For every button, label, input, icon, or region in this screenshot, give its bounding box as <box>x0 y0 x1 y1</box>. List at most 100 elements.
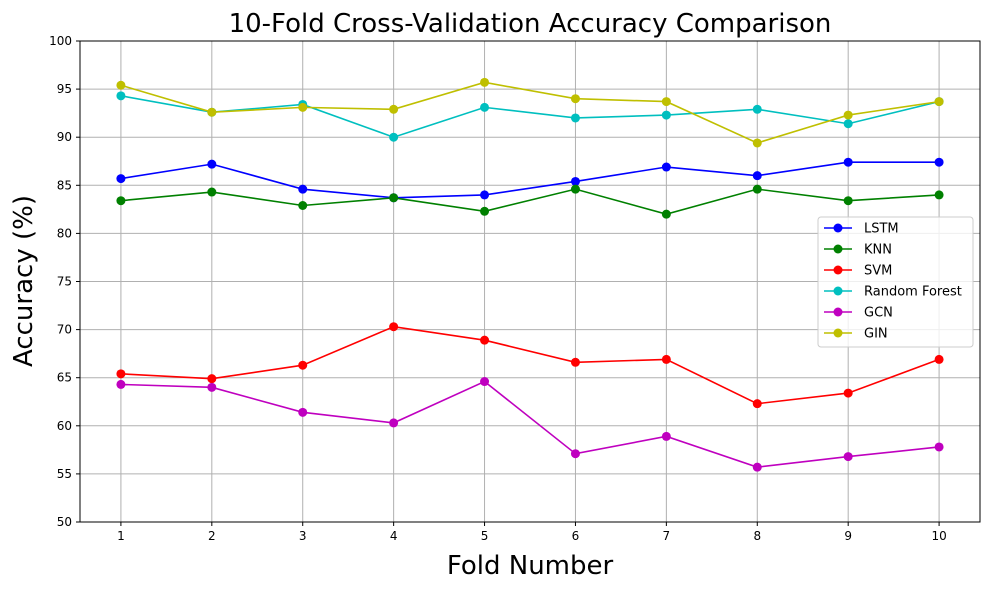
data-point-random-forest <box>389 132 399 142</box>
data-point-svm <box>116 369 126 379</box>
data-point-knn <box>843 196 853 206</box>
data-point-random-forest <box>661 110 671 120</box>
data-point-gin <box>389 104 399 114</box>
data-point-gin <box>480 77 490 87</box>
data-point-lstm <box>934 157 944 167</box>
data-point-svm <box>752 399 762 409</box>
x-tick-label: 9 <box>844 529 852 543</box>
legend-label-lstm: LSTM <box>864 222 899 237</box>
y-tick-label: 50 <box>57 515 72 529</box>
legend-label-random-forest: Random Forest <box>864 285 962 300</box>
data-point-gcn <box>570 449 580 459</box>
data-point-svm <box>389 322 399 332</box>
data-point-gcn <box>661 431 671 441</box>
legend-label-knn: KNN <box>864 243 892 258</box>
legend-item-svm: SVM <box>824 264 892 279</box>
x-tick-label: 4 <box>390 529 398 543</box>
data-point-knn <box>207 187 217 197</box>
x-tick-label: 5 <box>481 529 489 543</box>
x-axis-label: Fold Number <box>447 551 614 581</box>
data-point-gcn <box>207 382 217 392</box>
series-gin <box>116 77 944 148</box>
y-tick-label: 85 <box>57 178 72 192</box>
y-tick-label: 75 <box>57 275 72 289</box>
series-lines <box>116 77 944 472</box>
x-tick-label: 7 <box>663 529 671 543</box>
data-point-random-forest <box>843 119 853 129</box>
data-point-lstm <box>570 176 580 186</box>
data-point-gin <box>298 102 308 112</box>
legend-label-gcn: GCN <box>864 306 893 321</box>
legend-item-lstm: LSTM <box>824 222 899 237</box>
data-point-svm <box>298 360 308 370</box>
data-point-random-forest <box>116 91 126 101</box>
data-point-random-forest <box>752 104 762 114</box>
legend-marker-knn <box>833 244 843 254</box>
data-point-knn <box>298 201 308 211</box>
x-tick-label: 8 <box>753 529 761 543</box>
legend-box <box>817 216 974 348</box>
data-point-gcn <box>934 442 944 452</box>
data-point-random-forest <box>570 113 580 123</box>
legend-item-random-forest: Random Forest <box>824 285 962 300</box>
data-point-gin <box>843 110 853 120</box>
y-tick-label: 100 <box>49 34 72 48</box>
data-point-knn <box>934 190 944 200</box>
chart-title: 10-Fold Cross-Validation Accuracy Compar… <box>229 9 832 39</box>
data-point-svm <box>480 335 490 345</box>
y-tick-label: 65 <box>57 371 72 385</box>
data-point-svm <box>207 374 217 384</box>
data-point-lstm <box>207 159 217 169</box>
data-point-knn <box>480 206 490 216</box>
data-point-gcn <box>116 379 126 389</box>
series-line-gin <box>120 81 940 144</box>
data-point-svm <box>570 357 580 367</box>
data-point-gin <box>116 80 126 90</box>
x-tick-label: 1 <box>117 529 125 543</box>
legend-marker-gin <box>833 328 843 338</box>
legend-item-gin: GIN <box>824 327 888 342</box>
data-point-gin <box>570 94 580 104</box>
legend-marker-gcn <box>833 307 843 317</box>
series-line-gcn <box>120 380 940 468</box>
data-point-lstm <box>116 174 126 184</box>
x-tick-label: 6 <box>572 529 580 543</box>
data-point-gin <box>934 97 944 107</box>
y-tick-label: 70 <box>57 323 72 337</box>
legend-marker-svm <box>833 265 843 275</box>
data-point-gcn <box>843 452 853 462</box>
axis-ticks: 1 2 3 4 5 6 7 8 9 10 50 55 60 65 70 75 80 85 90 95 100 <box>49 34 947 543</box>
legend-item-gcn: GCN <box>824 306 893 321</box>
y-tick-label: 55 <box>57 467 72 481</box>
data-point-lstm <box>480 190 490 200</box>
data-point-lstm <box>752 171 762 181</box>
x-tick-label: 10 <box>931 529 946 543</box>
legend-marker-random-forest <box>833 286 843 296</box>
data-point-svm <box>843 388 853 398</box>
y-tick-label: 95 <box>57 82 72 96</box>
data-point-svm <box>934 354 944 364</box>
data-point-knn <box>389 193 399 203</box>
series-gcn <box>116 377 944 472</box>
data-point-gin <box>207 107 217 117</box>
y-tick-label: 60 <box>57 419 72 433</box>
legend-marker-lstm <box>833 223 843 233</box>
data-point-svm <box>661 354 671 364</box>
data-point-gcn <box>389 418 399 428</box>
series-knn <box>116 184 944 219</box>
data-point-knn <box>661 209 671 219</box>
x-tick-label: 2 <box>208 529 216 543</box>
data-point-gin <box>661 97 671 107</box>
legend-item-knn: KNN <box>824 243 892 258</box>
legend-label-svm: SVM <box>864 264 892 279</box>
y-tick-label: 80 <box>57 226 72 240</box>
x-tick-label: 3 <box>299 529 307 543</box>
data-point-gcn <box>752 462 762 472</box>
series-line-lstm <box>120 161 940 199</box>
data-point-knn <box>752 184 762 194</box>
y-tick-label: 90 <box>57 130 72 144</box>
series-line-svm <box>120 325 940 405</box>
data-point-lstm <box>661 162 671 172</box>
data-point-lstm <box>298 184 308 194</box>
